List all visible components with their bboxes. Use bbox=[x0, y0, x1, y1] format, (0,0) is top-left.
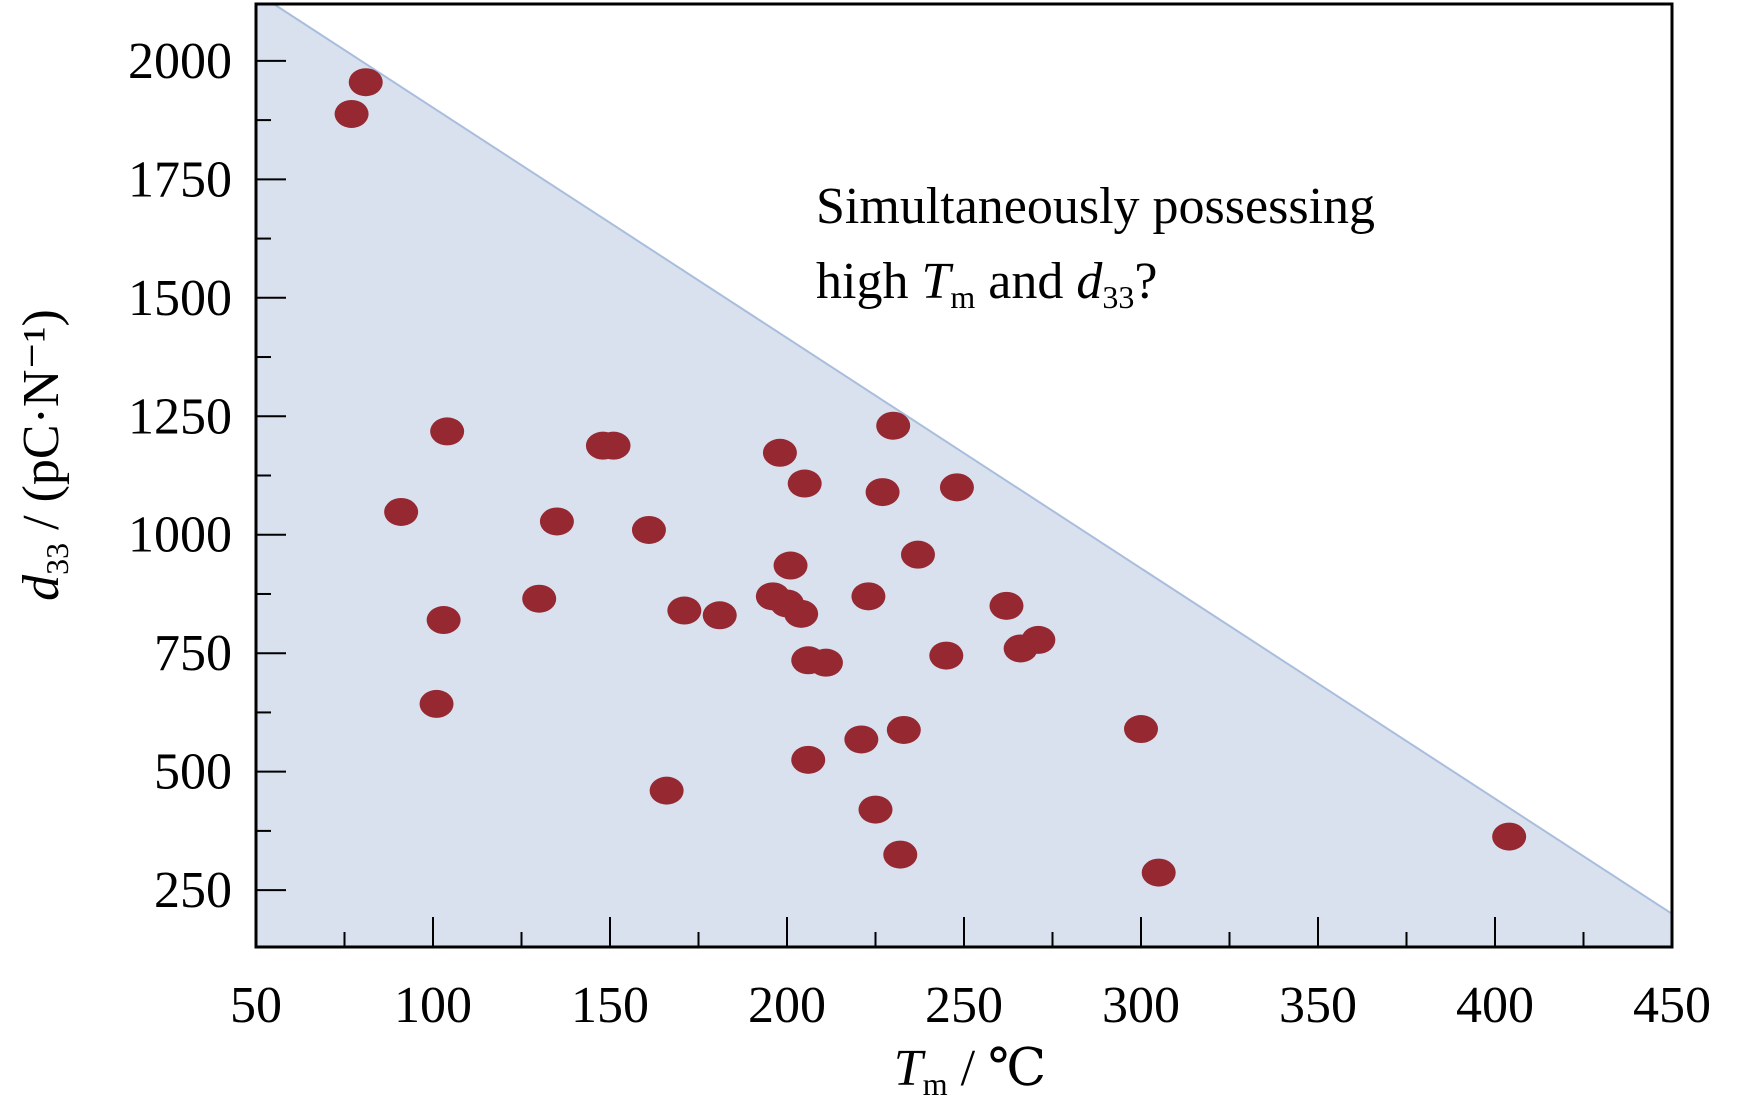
data-point-6 bbox=[419, 689, 454, 718]
annotation-line-1: Simultaneously possessing bbox=[816, 178, 1375, 235]
x-tick-label: 100 bbox=[394, 977, 472, 1034]
x-axis: 50 100 150 200 250 300 350 400 450 bbox=[230, 917, 1711, 1034]
data-point-37 bbox=[1124, 715, 1158, 744]
data-point-39 bbox=[1492, 822, 1527, 851]
data-point-12 bbox=[667, 596, 702, 625]
y-tick-label: 1000 bbox=[128, 507, 232, 564]
data-point-27 bbox=[865, 478, 900, 507]
data-point-15 bbox=[762, 438, 797, 467]
y-axis: 250 500 750 1000 1250 1500 1750 2000 bbox=[128, 33, 286, 919]
data-point-16 bbox=[787, 469, 822, 498]
data-point-28 bbox=[851, 582, 886, 611]
y-tick-label: 1750 bbox=[128, 151, 232, 208]
y-tick-label: 250 bbox=[154, 862, 232, 919]
data-point-2 bbox=[334, 99, 369, 128]
data-point-11 bbox=[631, 515, 666, 544]
data-point-3 bbox=[430, 417, 465, 446]
data-point-5 bbox=[426, 606, 461, 635]
data-point-14 bbox=[649, 776, 684, 805]
x-tick-label: 250 bbox=[925, 977, 1003, 1034]
x-tick-label: 150 bbox=[571, 977, 649, 1034]
data-point-32 bbox=[939, 473, 974, 502]
x-tick-label: 450 bbox=[1633, 977, 1711, 1034]
y-tick-label: 2000 bbox=[128, 33, 232, 90]
y-tick-label: 1250 bbox=[128, 388, 232, 445]
data-point-4 bbox=[384, 497, 419, 526]
data-point-13 bbox=[702, 601, 737, 630]
data-point-9 bbox=[539, 507, 574, 536]
x-tick-label: 50 bbox=[230, 977, 282, 1034]
x-tick-label: 300 bbox=[1102, 977, 1180, 1034]
data-point-38 bbox=[1141, 858, 1176, 887]
data-point-34 bbox=[989, 591, 1024, 620]
data-point-29 bbox=[886, 715, 921, 744]
data-point-24 bbox=[844, 725, 879, 754]
y-tick-label: 500 bbox=[154, 744, 232, 801]
data-point-25 bbox=[858, 795, 893, 824]
data-point-20 bbox=[784, 599, 819, 628]
x-tick-label: 200 bbox=[748, 977, 826, 1034]
data-point-33 bbox=[929, 641, 964, 670]
data-point-10 bbox=[522, 584, 557, 613]
boundary-line bbox=[273, 3, 1673, 915]
y-axis-label: d33 / (pC·N⁻¹) bbox=[13, 309, 75, 601]
data-point-17 bbox=[773, 551, 808, 580]
x-axis-label: Tm / ℃ bbox=[894, 1040, 1046, 1097]
data-point-23 bbox=[791, 745, 826, 774]
data-point-26 bbox=[876, 411, 911, 440]
y-tick-label: 1500 bbox=[128, 270, 232, 327]
data-point-22 bbox=[808, 648, 843, 677]
x-tick-label: 350 bbox=[1279, 977, 1357, 1034]
y-tick-label: 750 bbox=[154, 625, 232, 682]
data-points bbox=[334, 68, 1527, 887]
data-point-30 bbox=[883, 840, 918, 869]
x-tick-label: 400 bbox=[1456, 977, 1534, 1034]
data-point-36 bbox=[1021, 625, 1056, 654]
data-point-31 bbox=[900, 540, 935, 569]
data-point-8 bbox=[596, 431, 631, 460]
annotation-line-2: high Tm and d33? bbox=[816, 253, 1157, 315]
data-point-1 bbox=[348, 68, 383, 97]
